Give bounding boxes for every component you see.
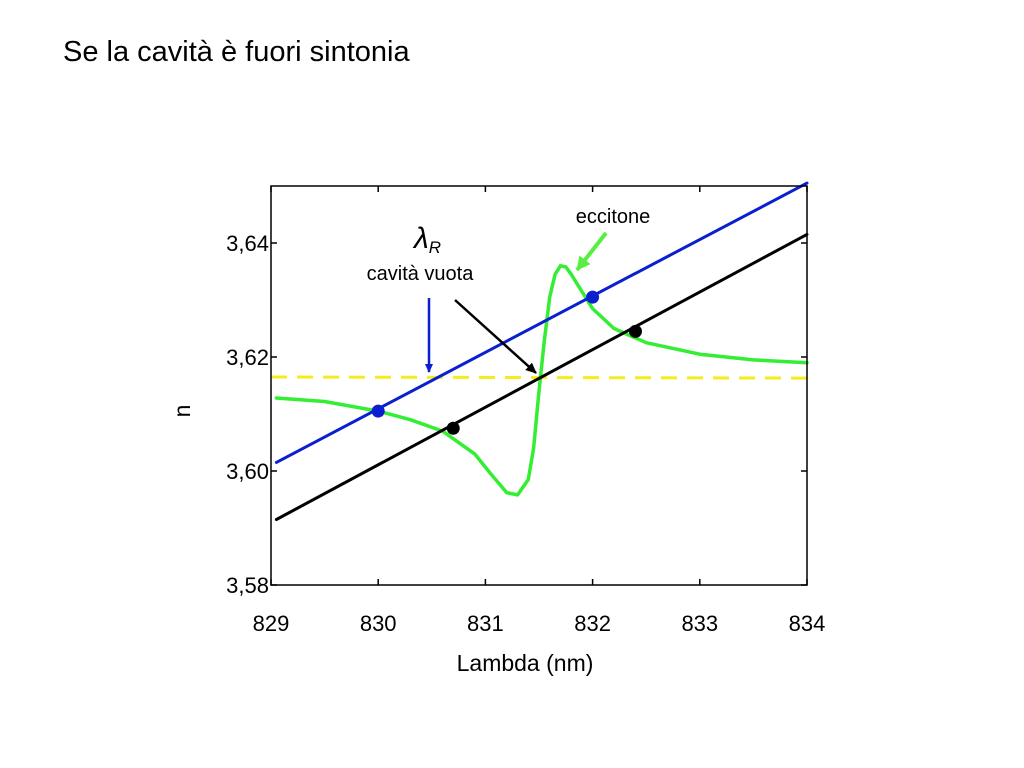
intersection-marker-3 (446, 421, 460, 435)
x-axis-label: Lambda (nm) (457, 650, 594, 676)
series-line-blue (274, 181, 809, 464)
plot-frame (270, 185, 808, 586)
x-tick-label: 833 (681, 611, 718, 636)
series-line-black (274, 232, 809, 521)
x-tick-label: 832 (574, 611, 611, 636)
y-axis-label: n (169, 405, 195, 418)
intersection-marker-2 (586, 290, 600, 304)
exciton-label: eccitone (576, 206, 651, 228)
y-tick-label: 3,60 (226, 459, 269, 484)
plot-layer (270, 181, 809, 521)
x-tick-label: 829 (253, 611, 290, 636)
empty-cavity-label: cavità vuota (367, 263, 475, 285)
y-tick-label: 3,64 (226, 231, 269, 256)
lambda-subscript: R (429, 238, 441, 257)
y-tick-label: 3,58 (226, 573, 269, 598)
x-tick-label: 831 (467, 611, 504, 636)
intersection-marker-4 (628, 324, 642, 338)
lambda-r-annotation: λR (412, 222, 441, 257)
empty-cavity-black-arrow (454, 299, 537, 374)
y-tick-label: 3,62 (226, 345, 269, 370)
y-axis-ticks: 3,58 3,60 3,62 3,64 (226, 231, 807, 598)
slide-title: Se la cavità è fuori sintonia (63, 36, 410, 68)
intersection-marker-1 (371, 404, 385, 418)
lambda-symbol: λ (412, 222, 429, 255)
series-line-green (274, 264, 809, 497)
x-axis-ticks: 829 830 831 832 833 834 (253, 186, 826, 636)
x-tick-label: 834 (789, 611, 826, 636)
x-tick-label: 830 (360, 611, 397, 636)
exciton-green-arrow (575, 231, 608, 272)
